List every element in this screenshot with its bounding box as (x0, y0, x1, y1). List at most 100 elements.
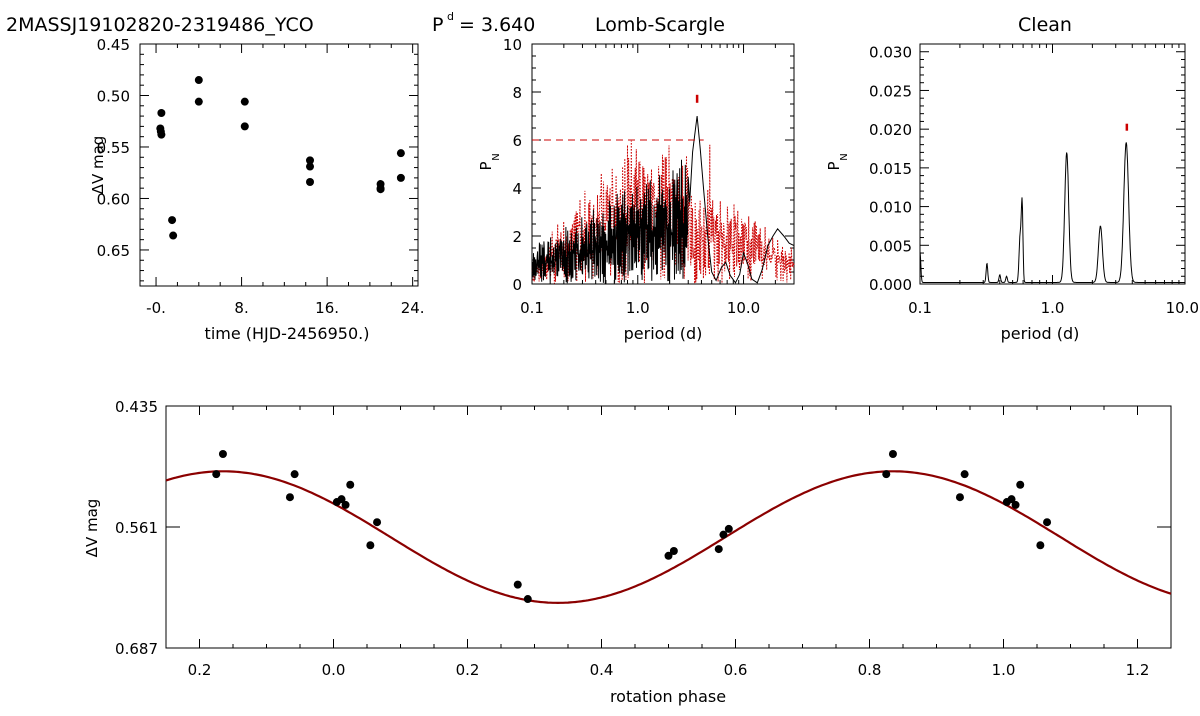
plot-frame (165, 405, 1172, 649)
y-tick-label: 10 (503, 36, 522, 54)
y-tick-label: 0.020 (869, 121, 912, 139)
plot-frame (139, 43, 419, 287)
x-tick-label: 0.4 (590, 661, 614, 679)
y-tick-label: 0.687 (115, 640, 158, 658)
y-axis-label: ΔV mag (89, 136, 107, 195)
phased-data-point (719, 530, 728, 539)
phased-data-point (337, 495, 346, 504)
data-point (240, 122, 249, 131)
x-tick-label: 0.2 (456, 661, 480, 679)
x-tick-label: 0.6 (724, 661, 748, 679)
x-axis-label: time (HJD-2456950.) (205, 324, 370, 343)
x-tick-label: -0. (146, 299, 166, 317)
phased-data-point (366, 541, 375, 550)
data-point (306, 177, 315, 186)
data-point (240, 97, 249, 106)
x-tick-label: 0.2 (188, 661, 212, 679)
y-axis-label: P (477, 161, 495, 170)
phased-data-point (724, 524, 733, 533)
phased-data-point (513, 580, 522, 589)
x-tick-label: 1.0 (992, 661, 1016, 679)
chart-title: Lomb-Scargle (595, 14, 725, 36)
x-tick-label: 8. (234, 299, 248, 317)
y-axis-label-subscript: N (839, 153, 850, 160)
phased-data-point (290, 470, 299, 479)
phased-panel: 0.2 0.0 0.2 0.4 0.6 0.8 1.0 1.2 0.435 0.561 0.687 r… (83, 398, 1172, 706)
y-tick-label: 0.60 (97, 190, 130, 208)
phased-data-point (346, 480, 355, 489)
x-tick-label: 1.2 (1126, 661, 1150, 679)
y-tick-label: 0.000 (869, 276, 912, 294)
data-point (194, 97, 203, 106)
phased-data-point (1011, 500, 1020, 509)
data-point (157, 130, 166, 139)
lightcurve-panel: -0. 8. 16. 24. 0.45 0.50 0.55 0.60 0.65 time (HJD… (89, 36, 425, 343)
x-tick-label: 10.0 (1166, 299, 1199, 317)
phased-data-point (1007, 495, 1016, 504)
y-tick-label: 0.561 (115, 519, 158, 537)
x-tick-label: 1.0 (1041, 299, 1065, 317)
y-tick-label: 8 (512, 84, 522, 102)
data-point (169, 231, 178, 240)
phased-data-point (373, 518, 382, 527)
phased-data-point (1043, 518, 1052, 527)
x-tick-label: 1.0 (626, 299, 650, 317)
clean-panel: Clean 0.1 1.0 10.0 0.000 0.005 0.010 0.015 0.020… (825, 14, 1199, 343)
chart-title: Clean (1018, 14, 1072, 36)
plot-frame (919, 43, 1186, 285)
data-point (306, 162, 315, 171)
period-value: = 3.640 (459, 14, 535, 36)
x-tick-label: 0.8 (858, 661, 882, 679)
phased-data-point (960, 470, 969, 479)
y-tick-label: 0.025 (869, 82, 912, 100)
x-tick-label: 0.1 (908, 299, 932, 317)
period-superscript: d (447, 10, 454, 23)
y-tick-label: 0 (512, 276, 522, 294)
phased-data-point (664, 551, 673, 560)
x-axis-label: period (d) (1001, 324, 1080, 343)
phased-data-point (955, 493, 964, 502)
phased-data-point (1016, 480, 1025, 489)
phased-data-point (888, 450, 897, 459)
y-axis-label: P (825, 161, 843, 170)
y-tick-label: 4 (512, 180, 522, 198)
phased-data-point (669, 547, 678, 556)
sinusoid-fit-curve (165, 470, 1172, 605)
y-axis-label-subscript: N (491, 153, 502, 160)
phased-data-point (218, 450, 227, 459)
data-point (194, 76, 203, 85)
clean-spectrum-series (919, 142, 1185, 283)
y-tick-label: 0.50 (97, 87, 130, 105)
data-point (376, 185, 385, 194)
x-tick-label: 16. (315, 299, 339, 317)
lombscargle-panel: Lomb-Scargle 0.1 1.0 10.0 0 2 4 6 8 10 period (d) P… (477, 14, 795, 343)
y-tick-label: 6 (512, 132, 522, 150)
y-tick-label: 0.65 (97, 242, 130, 260)
data-point (396, 149, 405, 158)
y-tick-label: 0.55 (97, 139, 130, 157)
y-tick-label: 0.005 (869, 237, 912, 255)
x-axis-label: rotation phase (610, 687, 726, 706)
data-point (396, 173, 405, 182)
data-point (168, 216, 177, 225)
y-tick-label: 0.030 (869, 44, 912, 62)
phased-data-point (882, 470, 891, 479)
star-id-title: 2MASSJ19102820-2319486_YCO (6, 14, 314, 36)
y-tick-label: 0.435 (115, 398, 158, 416)
phased-data-point (341, 500, 350, 509)
phased-data-point (285, 493, 294, 502)
data-point (157, 108, 166, 117)
y-axis-label: ΔV mag (83, 499, 101, 558)
x-tick-label: 0.0 (322, 661, 346, 679)
x-axis-label: period (d) (624, 324, 703, 343)
y-tick-label: 0.010 (869, 199, 912, 217)
periodogram-series (531, 115, 795, 284)
period-label: P (432, 14, 443, 36)
phased-data-point (1036, 541, 1045, 550)
phased-data-point (212, 470, 221, 479)
x-tick-label: 10.0 (727, 299, 760, 317)
window-function-series (531, 140, 795, 284)
phased-data-point (714, 545, 723, 554)
